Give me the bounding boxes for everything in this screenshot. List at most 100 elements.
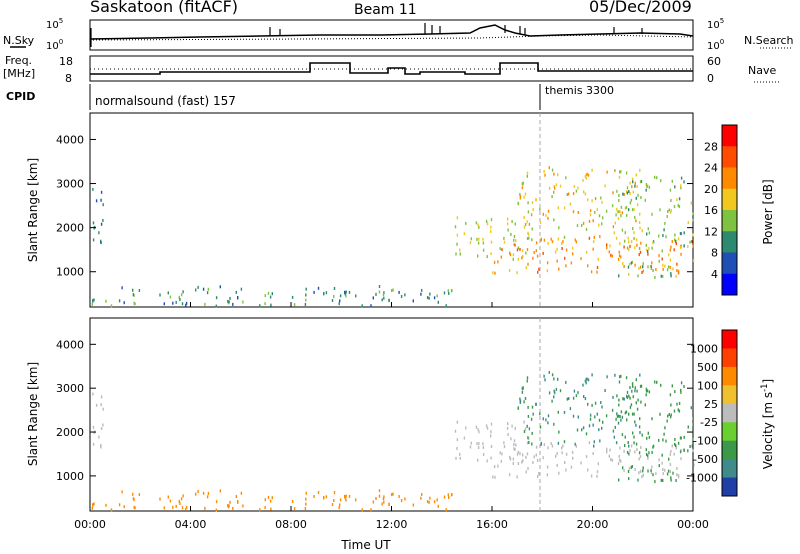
colorbar-swatch — [722, 366, 737, 386]
scatter-cell — [637, 193, 639, 197]
scatter-cell — [625, 410, 628, 414]
nsky-spikes — [90, 23, 643, 47]
scatter-cell — [670, 274, 672, 278]
scatter-cell — [589, 417, 592, 421]
scatter-cell — [664, 426, 666, 430]
scatter-cell — [644, 198, 646, 202]
scatter-cell — [596, 474, 598, 478]
scatter-cell — [555, 183, 558, 187]
scatter-cell — [680, 390, 682, 394]
scatter-cell — [465, 426, 467, 430]
scatter-cell — [202, 287, 205, 291]
scatter-cell — [388, 503, 390, 507]
scatter-cell — [443, 291, 446, 295]
scatter-cell — [636, 243, 638, 247]
scatter-cell — [507, 217, 509, 221]
scatter-cell — [614, 221, 616, 225]
scatter-cell — [687, 425, 689, 429]
scatter-cell — [630, 403, 633, 407]
scatter-cell — [477, 427, 479, 431]
x-tick-label: 00:00 — [677, 518, 709, 531]
scatter-cell — [98, 231, 100, 235]
scatter-cell — [633, 208, 635, 212]
scatter-cell — [501, 248, 503, 252]
scatter-cell — [421, 288, 423, 292]
scatter-cell — [526, 237, 529, 240]
scatter-cell — [382, 293, 385, 297]
scatter-cell — [640, 446, 642, 449]
scatter-cell — [627, 265, 630, 269]
scatter-cell — [577, 391, 579, 395]
scatter-cell — [656, 176, 658, 180]
scatter-cell — [620, 374, 622, 378]
scatter-cell — [662, 234, 664, 237]
scatter-cell — [618, 458, 621, 462]
nave-tick-low: 0 — [707, 72, 714, 85]
scatter-cell — [102, 423, 104, 427]
scatter-cell — [400, 295, 403, 298]
scatter-cell — [93, 502, 95, 506]
scatter-cell — [658, 464, 660, 468]
scatter-cell — [619, 446, 621, 450]
scatter-cell — [525, 470, 527, 474]
scatter-cell — [91, 506, 93, 510]
scatter-cell — [678, 401, 681, 405]
scatter-cell — [609, 448, 611, 452]
scatter-cell — [631, 185, 633, 189]
scatter-cell — [677, 203, 679, 207]
scatter-cell — [662, 274, 664, 278]
scatter-cell — [692, 233, 694, 237]
scatter-cell — [490, 445, 493, 448]
scatter-cell — [400, 499, 403, 502]
scatter-cell — [370, 508, 372, 512]
scatter-cell — [163, 302, 165, 306]
scatter-cell — [463, 436, 466, 440]
scatter-cell — [675, 446, 677, 450]
scatter-cell — [692, 259, 695, 263]
scatter-cell — [532, 461, 534, 464]
scatter-cell — [477, 254, 479, 258]
scatter-cell — [654, 380, 656, 384]
scatter-cell — [454, 429, 457, 433]
scatter-cell — [478, 442, 480, 446]
scatter-cell — [644, 403, 646, 407]
scatter-cell — [648, 451, 650, 455]
scatter-cell — [478, 225, 480, 229]
scatter-cell — [482, 442, 484, 446]
scatter-cell — [665, 439, 667, 443]
scatter-cell — [618, 175, 621, 179]
scatter-cell — [521, 186, 524, 190]
scatter-cell — [179, 298, 181, 301]
scatter-cell — [482, 453, 485, 456]
scatter-cell — [544, 378, 546, 382]
scatter-cell — [454, 225, 457, 229]
scatter-cell — [658, 259, 660, 263]
scatter-cell — [619, 415, 621, 418]
scatter-cell — [305, 287, 307, 291]
scatter-cell — [305, 298, 307, 302]
x-axis-label: Time UT — [340, 538, 391, 552]
scatter-cell — [641, 271, 643, 274]
scatter-cell — [584, 379, 587, 383]
scatter-cell — [692, 416, 694, 420]
scatter-cell — [626, 390, 629, 394]
scatter-cell — [629, 405, 632, 409]
scatter-cell — [568, 397, 570, 401]
scatter-cell — [339, 498, 342, 502]
scatter-cell — [675, 479, 677, 482]
scatter-cell — [185, 301, 188, 305]
scatter-cell — [293, 303, 296, 307]
scatter-cell — [618, 274, 620, 278]
scatter-cell — [546, 261, 549, 265]
scatter-cell — [478, 430, 480, 434]
scatter-cell — [516, 475, 518, 479]
scatter-cell — [602, 420, 604, 424]
scatter-cell — [543, 170, 545, 173]
scatter-cell — [654, 175, 656, 179]
scatter-cell — [445, 304, 447, 308]
scatter-cell — [512, 253, 515, 257]
scatter-cell — [632, 227, 634, 231]
scatter-cell — [661, 453, 663, 457]
scatter-cell — [631, 412, 634, 416]
scatter-cell — [565, 452, 568, 456]
